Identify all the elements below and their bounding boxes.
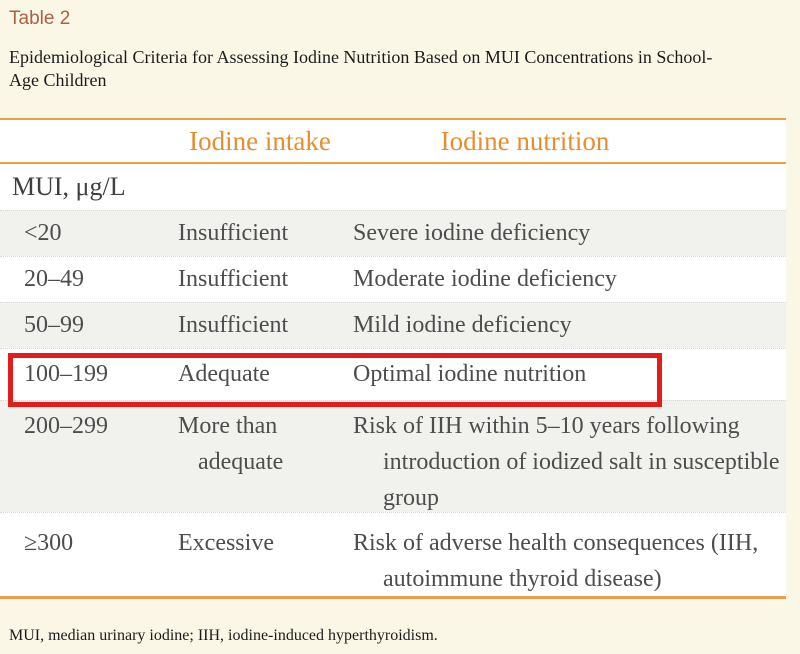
unit-label: MUI, μg/L [12, 172, 126, 201]
table-row-50-99: 50–99 Insufficient Mild iodine deficienc… [0, 302, 786, 348]
mui-value: 100–199 [24, 361, 108, 387]
intake-value: More than adequate [178, 413, 284, 475]
nutrition-value: Risk of IIH within 5–10 years following … [353, 413, 780, 511]
table-row-300-plus: ≥300 Excessive Risk of adverse health co… [0, 512, 786, 596]
table-row-under-20: <20 Insufficient Severe iodine deficienc… [0, 210, 786, 256]
nutrition-value: Mild iodine deficiency [353, 312, 572, 338]
header-iodine-nutrition: Iodine nutrition [440, 125, 610, 156]
table-footnote: MUI, median urinary iodine; IIH, iodine-… [9, 627, 438, 644]
intake-value: Adequate [178, 361, 270, 387]
table-number-label: Table 2 [9, 8, 71, 29]
mui-value: ≥300 [24, 530, 74, 556]
unit-row: MUI, μg/L [0, 164, 786, 210]
mui-value: <20 [24, 220, 62, 246]
nutrition-value: Moderate iodine deficiency [353, 266, 617, 292]
nutrition-value: Severe iodine deficiency [353, 220, 591, 246]
table-row-200-299: 200–299 More than adequate Risk of IIH w… [0, 400, 786, 512]
header-iodine-intake: Iodine intake [189, 125, 331, 156]
intake-value: Insufficient [178, 266, 289, 292]
table-row-20-49: 20–49 Insufficient Moderate iodine defic… [0, 256, 786, 302]
table-caption: Epidemiological Criteria for Assessing I… [9, 46, 790, 92]
table-row-100-199-highlighted: 100–199 Adequate Optimal iodine nutritio… [0, 348, 786, 400]
caption-line-2: Age Children [9, 70, 107, 90]
nutrition-value: Risk of adverse health consequences (IIH… [353, 530, 759, 592]
page: Table 2 Epidemiological Criteria for Ass… [0, 9, 800, 654]
nutrition-value: Optimal iodine nutrition [353, 361, 587, 387]
criteria-table: Iodine intake Iodine nutrition MUI, μg/L… [0, 118, 786, 599]
intake-value: Insufficient [178, 312, 289, 338]
intake-value: Excessive [178, 530, 274, 556]
mui-value: 200–299 [24, 413, 108, 439]
table-header-row: Iodine intake Iodine nutrition [0, 120, 786, 164]
mui-value: 20–49 [24, 266, 84, 292]
mui-value: 50–99 [24, 312, 84, 338]
intake-value: Insufficient [178, 220, 289, 246]
caption-line-1: Epidemiological Criteria for Assessing I… [9, 47, 713, 67]
